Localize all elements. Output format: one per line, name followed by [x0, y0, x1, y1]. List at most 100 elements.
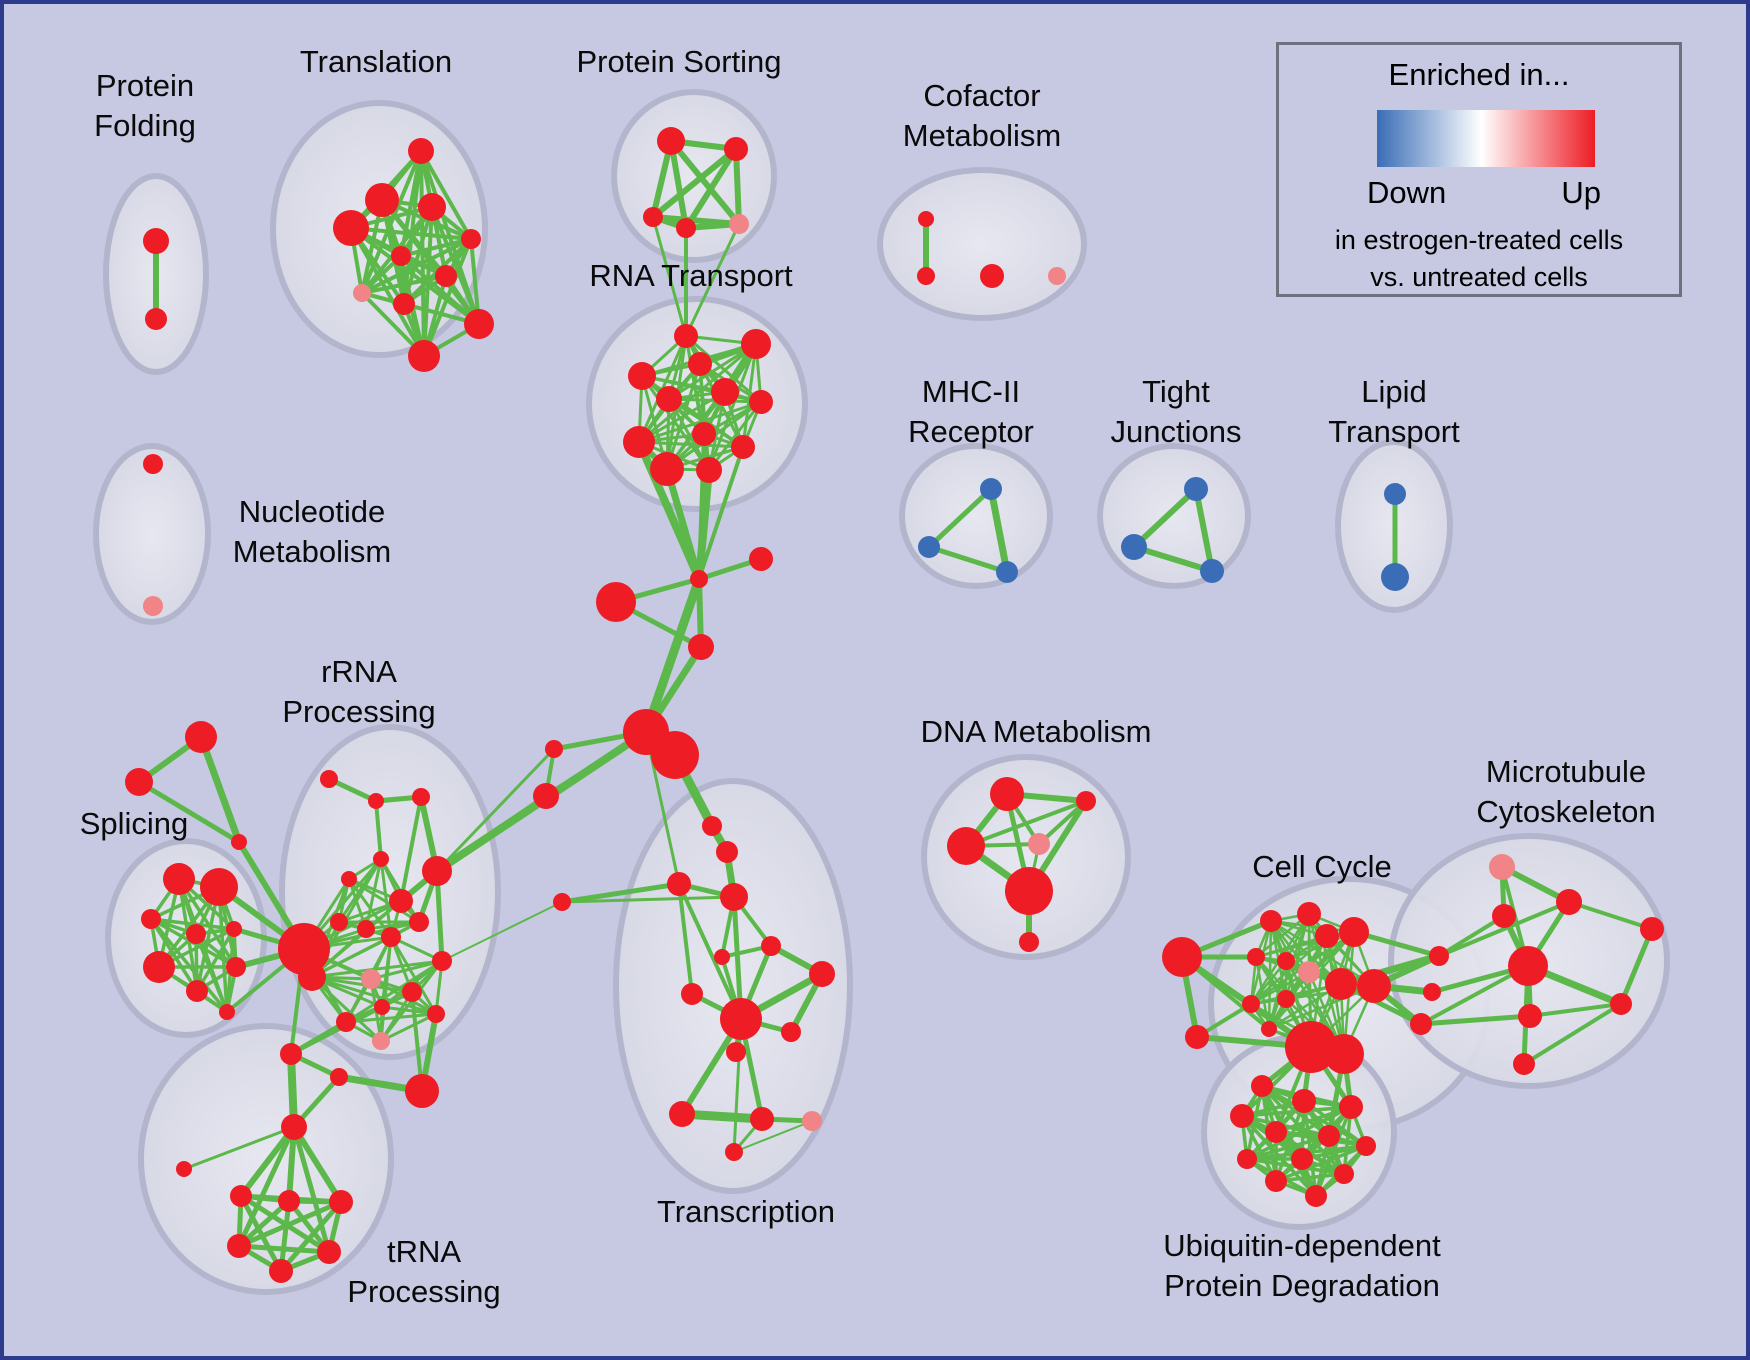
- gene-set-node: [781, 1022, 801, 1042]
- gene-set-node: [1315, 924, 1339, 948]
- gene-set-node: [1260, 910, 1282, 932]
- cluster-label-cofactor-metabolism: Cofactor Metabolism: [903, 78, 1062, 153]
- enrichment-edge: [650, 146, 739, 220]
- enrichment-edge: [1249, 959, 1288, 1006]
- gene-set-node: [281, 1114, 307, 1140]
- gene-set-node: [1277, 990, 1295, 1008]
- legend-gradient-bar: [1377, 110, 1595, 167]
- gene-set-node: [1334, 1164, 1354, 1184]
- enrichment-edge: [291, 1124, 332, 1255]
- gene-set-node: [227, 1234, 251, 1258]
- gene-set-node: [1200, 559, 1224, 583]
- gene-set-node: [657, 127, 685, 155]
- gene-set-node: [726, 1042, 746, 1062]
- gene-set-node: [1339, 1095, 1363, 1119]
- enrichment-edge: [560, 895, 736, 904]
- gene-set-node: [918, 536, 940, 558]
- gene-set-node: [418, 193, 446, 221]
- legend-subtitle-line1: in estrogen-treated cells: [1334, 225, 1624, 255]
- gene-set-node: [596, 582, 636, 622]
- enrichment-edge: [1419, 964, 1530, 1026]
- cluster-bubble-cofactor-metabolism: [877, 167, 1087, 321]
- enrichment-edge: [637, 390, 727, 444]
- gene-set-node: [729, 214, 749, 234]
- network-canvas: Protein Folding Translation Protein Sorting…: [80, 44, 1670, 1309]
- gene-set-node: [1297, 902, 1321, 926]
- gene-set-node: [408, 138, 434, 164]
- gene-set-node: [688, 352, 712, 376]
- enrichment-edge: [195, 927, 236, 993]
- enrichment-edge: [677, 1109, 767, 1124]
- enrichment-edge: [1528, 1002, 1623, 1018]
- enrichment-edge: [559, 881, 682, 905]
- enrichment-edge: [310, 975, 414, 994]
- enrichment-edge: [379, 857, 393, 939]
- gene-set-node: [125, 768, 153, 796]
- gene-set-node: [724, 137, 748, 161]
- enrichment-edge: [136, 779, 242, 845]
- gene-set-node: [980, 478, 1002, 500]
- gene-set-node: [1305, 1185, 1327, 1207]
- enrichment-edge: [238, 1124, 297, 1199]
- gene-set-node: [1356, 1136, 1376, 1156]
- cluster-bubble-nucleotide-metabolism: [93, 443, 211, 625]
- cluster-label-translation: Translation: [300, 44, 452, 79]
- enrichment-edge: [697, 445, 745, 581]
- gene-set-node: [1429, 946, 1449, 966]
- enrichment-edge: [637, 400, 763, 444]
- enrichment-edge: [683, 146, 739, 231]
- gene-set-node: [1508, 946, 1548, 986]
- gene-set-node: [749, 547, 773, 571]
- gene-set-node: [374, 999, 390, 1015]
- gene-set-node: [623, 426, 655, 458]
- gene-set-node: [230, 1185, 252, 1207]
- gene-set-node: [1048, 267, 1066, 285]
- gene-set-node: [917, 267, 935, 285]
- cluster-label-ubiquitin-degradation: Ubiquitin-dependent Protein Degradation: [1163, 1228, 1441, 1303]
- gene-set-node: [688, 634, 714, 660]
- gene-set-node: [412, 788, 430, 806]
- gene-set-node: [1247, 948, 1265, 966]
- enrichment-edge: [419, 149, 473, 241]
- gene-set-node: [422, 856, 452, 886]
- gene-set-node: [357, 920, 375, 938]
- enrichment-edge: [434, 868, 445, 964]
- gene-set-node: [1324, 1034, 1364, 1074]
- enrichment-edge: [663, 465, 703, 583]
- enrichment-edge: [399, 237, 473, 258]
- enrichment-edge: [379, 1012, 438, 1043]
- gene-set-node: [725, 1143, 743, 1161]
- gene-set-node: [333, 210, 369, 246]
- gene-set-node: [690, 570, 708, 588]
- enrichment-edge: [360, 237, 473, 295]
- gene-set-node: [186, 980, 208, 1002]
- gene-set-node: [720, 998, 762, 1040]
- enrichment-edge: [707, 342, 758, 472]
- cluster-label-dna-metabolism: DNA Metabolism: [921, 714, 1152, 749]
- gene-set-node: [1292, 1089, 1316, 1113]
- enrichment-edge: [291, 1124, 344, 1205]
- gene-set-node: [643, 207, 663, 227]
- gene-set-node: [143, 596, 163, 616]
- gene-set-node: [1162, 937, 1202, 977]
- enrichment-edge: [1274, 1144, 1368, 1183]
- enrichment-edge: [1618, 926, 1655, 1007]
- gene-set-node: [1384, 483, 1406, 505]
- gene-set-node: [1556, 889, 1582, 915]
- gene-set-node: [1237, 1149, 1257, 1169]
- enrichment-edge: [1131, 486, 1199, 550]
- gene-set-node: [1357, 969, 1391, 1003]
- gene-set-node: [1242, 995, 1260, 1013]
- gene-set-node: [141, 909, 161, 929]
- enrichment-edge: [1274, 1172, 1346, 1183]
- gene-set-node: [716, 841, 738, 863]
- gene-set-node: [409, 912, 429, 932]
- gene-set-node: [1184, 477, 1208, 501]
- enrichment-edge: [435, 747, 556, 873]
- enrichment-edge: [926, 544, 1010, 575]
- gene-set-node: [298, 963, 326, 991]
- gene-set-node: [1492, 904, 1516, 928]
- gene-set-node: [330, 913, 348, 931]
- enrichment-edge: [640, 374, 711, 472]
